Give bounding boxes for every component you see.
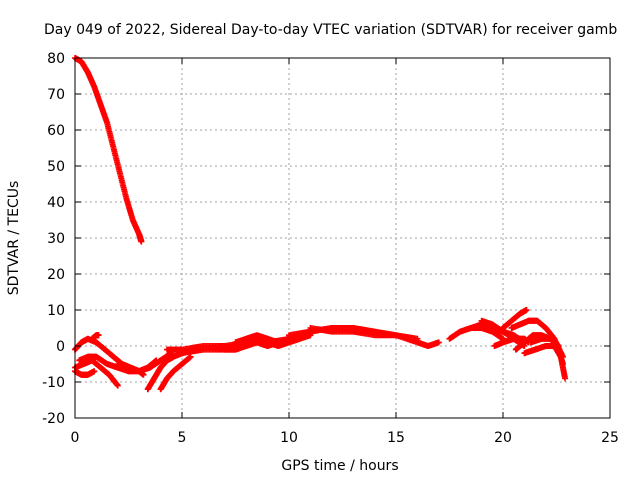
data-series <box>89 332 102 342</box>
data-series <box>307 325 421 342</box>
y-tick-label: 70 <box>47 87 65 103</box>
data-point <box>559 361 566 367</box>
data-point <box>562 375 569 382</box>
x-tick-label: 25 <box>601 430 619 446</box>
y-tick-label: 20 <box>47 267 65 283</box>
data-series <box>114 350 175 375</box>
data-point <box>138 238 145 245</box>
data-point <box>91 368 98 375</box>
y-tick-label: 80 <box>47 51 65 67</box>
y-tick-label: -10 <box>42 375 65 391</box>
data-point <box>114 382 121 389</box>
data-series <box>500 307 530 331</box>
y-tick-label: 50 <box>47 159 65 175</box>
chart-title: Day 049 of 2022, Sidereal Day-to-day VTE… <box>44 22 617 38</box>
data-point <box>414 335 421 342</box>
y-tick-label: -20 <box>42 411 65 427</box>
data-point <box>95 332 102 339</box>
x-tick-label: 20 <box>494 430 512 446</box>
y-axis-label: SDTVAR / TECUs <box>6 181 22 296</box>
data-series <box>527 335 566 367</box>
y-tick-label: 60 <box>47 123 65 139</box>
x-tick-label: 5 <box>178 430 187 446</box>
y-tick-label: 10 <box>47 303 65 319</box>
x-axis-label: GPS time / hours <box>281 458 398 474</box>
data-point <box>435 339 442 346</box>
axis-ticks: 0 5 10 15 20 25 -20 -10 0 10 20 30 40 50 60 70 80 <box>42 51 619 446</box>
x-tick-label: 10 <box>280 430 298 446</box>
y-tick-label: 30 <box>47 231 65 247</box>
data-series <box>157 353 194 393</box>
x-tick-label: 0 <box>71 430 80 446</box>
plot-area <box>72 55 569 393</box>
data-point <box>187 353 194 360</box>
data-point <box>523 307 530 313</box>
data-series <box>72 55 145 245</box>
data-series <box>72 368 98 378</box>
x-tick-label: 15 <box>387 430 405 446</box>
y-tick-label: 0 <box>56 339 65 355</box>
y-tick-label: 40 <box>47 195 65 211</box>
